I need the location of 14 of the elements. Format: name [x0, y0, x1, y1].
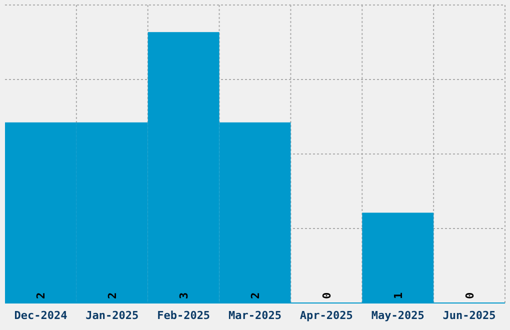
- x-tick-label: Apr-2025: [300, 309, 353, 322]
- x-tick-label: Mar-2025: [228, 309, 282, 322]
- x-tick-label: May-2025: [371, 309, 424, 322]
- data-label: 3: [178, 292, 191, 299]
- x-tick-label: Feb-2025: [157, 309, 210, 322]
- x-tick-label: Jun-2025: [442, 309, 496, 322]
- data-label: 0: [463, 292, 476, 299]
- data-label: 2: [106, 292, 120, 299]
- data-label: 0: [320, 292, 334, 299]
- data-label: 1: [392, 292, 405, 299]
- data-label: 2: [34, 292, 48, 299]
- data-label: 2: [249, 292, 262, 299]
- x-tick-label: Dec-2024: [14, 309, 68, 322]
- x-tick-label: Jan-2025: [86, 309, 139, 322]
